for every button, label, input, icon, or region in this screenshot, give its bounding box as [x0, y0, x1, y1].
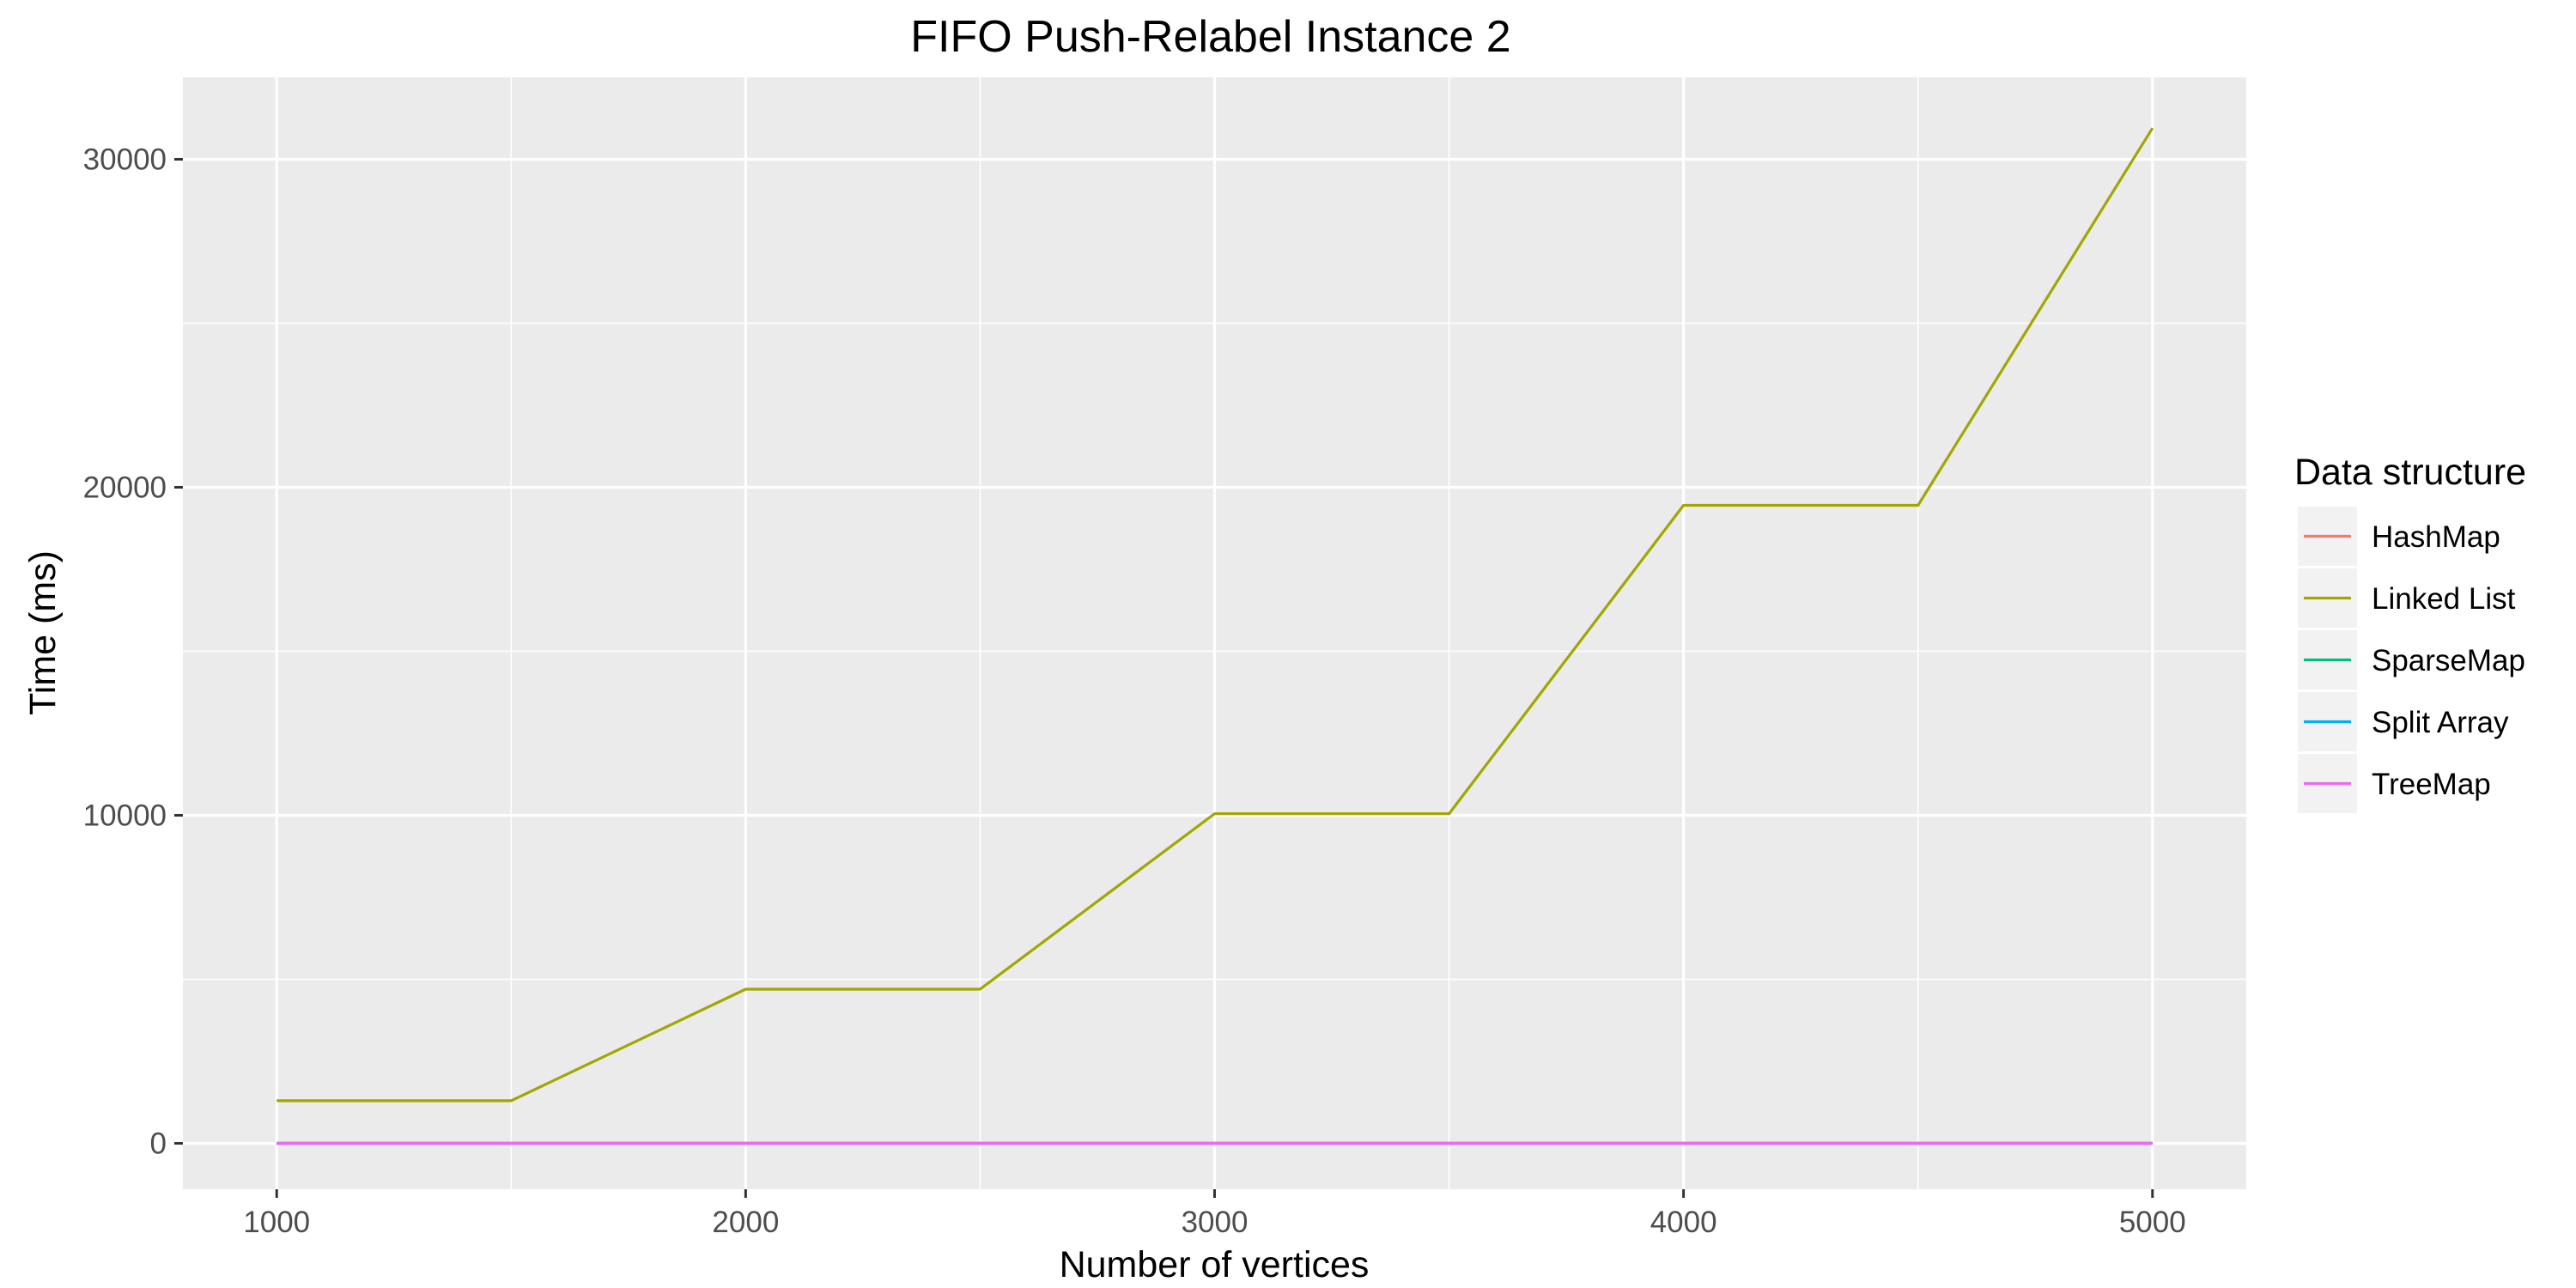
legend-label-split-array: Split Array — [2372, 706, 2509, 739]
x-tick-label: 2000 — [712, 1206, 779, 1239]
legend-label-hashmap: HashMap — [2372, 520, 2500, 554]
series-lines — [276, 127, 2154, 1145]
y-axis-title: Time (ms) — [22, 550, 64, 715]
x-tick-label: 1000 — [243, 1206, 310, 1239]
x-tick-label: 5000 — [2119, 1206, 2186, 1239]
x-axis-title: Number of vertices — [1060, 1244, 1370, 1285]
legend-label-sparsemap: SparseMap — [2372, 644, 2525, 677]
legend-label-treemap: TreeMap — [2372, 768, 2491, 801]
x-tick-label: 4000 — [1650, 1206, 1717, 1239]
chart-title: FIFO Push-Relabel Instance 2 — [910, 12, 1510, 62]
y-tick-label: 30000 — [83, 143, 167, 177]
legend-items: HashMap Linked List SparseMap Split Array Tr… — [2298, 507, 2525, 813]
x-axis: 1000 2000 3000 4000 5000 — [243, 1189, 2186, 1239]
legend-label-linked-list: Linked List — [2372, 582, 2516, 616]
y-tick-label: 0 — [150, 1127, 167, 1161]
series-line-linked-list — [276, 127, 2154, 1103]
y-tick-label: 20000 — [83, 471, 167, 505]
legend: Data structure HashMap Linked List SparseM… — [2294, 452, 2526, 813]
y-tick-label: 10000 — [83, 799, 167, 833]
y-axis: 0 10000 20000 30000 — [83, 143, 183, 1161]
legend-title: Data structure — [2294, 452, 2526, 493]
x-tick-label: 3000 — [1182, 1206, 1249, 1239]
